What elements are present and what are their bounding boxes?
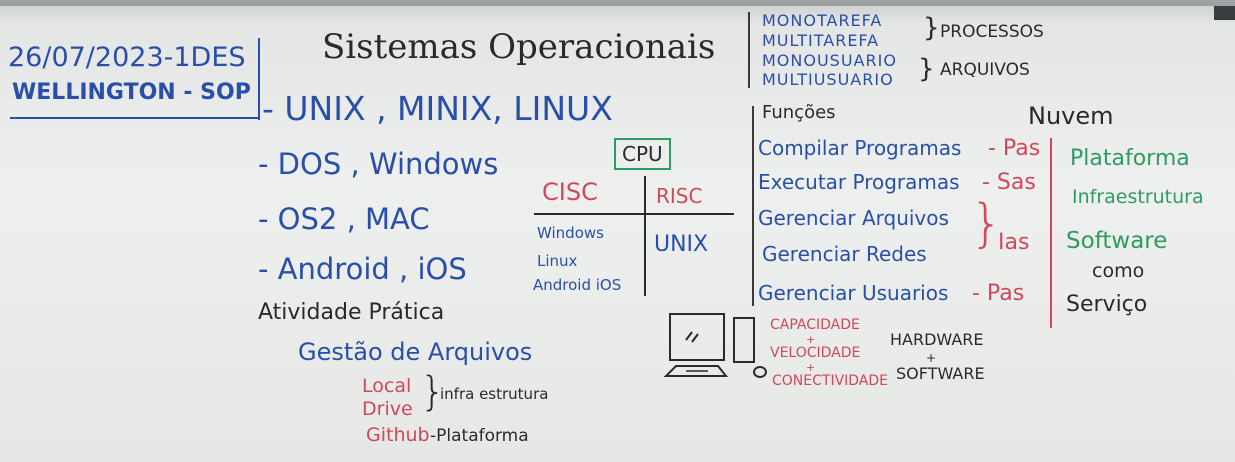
capacidade-label: CAPACIDADE [770,317,860,333]
teacher: WELLINGTON - SOP [12,80,251,105]
drive-label: Drive [362,398,413,420]
infra-label: infra estrutura [440,385,549,403]
activity-heading: Atividade Prática [258,300,445,325]
cisc-item: Android iOS [533,276,622,294]
header-underline [10,117,258,119]
plus-sign: + [806,361,816,374]
header-side-line [258,38,260,120]
funcao-item: Gerenciar Arquivos [758,206,949,230]
funcao-item: Executar Programas [758,170,960,194]
top-right-line: MONOTAREFA [762,11,883,30]
processos-label: PROCESSOS [940,22,1044,42]
os-item: - Android , iOS [258,252,467,286]
nuvem-item: Software [1066,228,1168,254]
cpu-divider-v [644,176,646,296]
funcao-item: Gerenciar Usuarios [758,281,949,305]
cisc-item: Linux [537,252,578,270]
activity-subheading: Gestão de Arquivos [298,338,533,366]
brace: } [970,194,1004,254]
velocidade-label: VELOCIDADE [770,345,861,361]
brace: } [923,13,940,43]
os-item: - UNIX , MINIX, LINUX [262,89,613,128]
local-label: Local [362,375,412,397]
nuvem-item: Infraestrutura [1072,186,1204,208]
top-right-line: MULTIUSUARIO [762,70,894,89]
cpu-divider-h [534,213,734,215]
plataforma-label: -Plataforma [430,426,529,446]
marker-tray [1214,6,1235,20]
funcao-code: - Sas [982,170,1036,195]
computer-icon [664,313,767,378]
os-item: - DOS , Windows [258,147,499,181]
arquivos-label: ARQUIVOS [940,60,1030,80]
conectividade-label: CONECTIVIDADE [772,373,889,389]
nuvem-divider [1050,138,1052,328]
funcao-code: - Pas [988,136,1041,161]
funcao-code: Ias [998,230,1030,255]
risc-label: RISC [656,184,703,208]
funcao-item: Gerenciar Redes [762,242,927,266]
github-label: Github [366,424,430,446]
cisc-item: Windows [537,224,604,242]
nuvem-heading: Nuvem [1028,102,1114,130]
os-item: - OS2 , MAC [258,202,430,236]
funcao-code: - Pas [972,281,1025,306]
top-right-line: MONOUSUARIO [762,51,897,70]
board-top-edge [0,0,1235,6]
funcao-item: Compilar Programas [758,136,962,160]
nuvem-servico: Serviço [1066,292,1148,317]
plus-sign: + [806,333,816,346]
top-right-bracket [748,12,750,88]
nuvem-item: Plataforma [1070,146,1190,171]
risc-item: UNIX [654,232,709,257]
hardware-label: HARDWARE [890,330,984,349]
top-right-line: MULTITAREFA [762,31,880,50]
software-label: SOFTWARE [896,364,985,383]
funcoes-heading: Funções [762,102,836,123]
plus-sign: + [926,351,937,365]
brace: } [420,369,446,415]
funcoes-divider [752,106,754,306]
cisc-label: CISC [542,178,598,206]
date-class: 26/07/2023-1DES [8,42,246,73]
cpu-label: CPU [614,138,671,170]
nuvem-como: como [1092,260,1145,282]
title: Sistemas Operacionais [322,27,716,67]
brace: } [918,54,935,84]
